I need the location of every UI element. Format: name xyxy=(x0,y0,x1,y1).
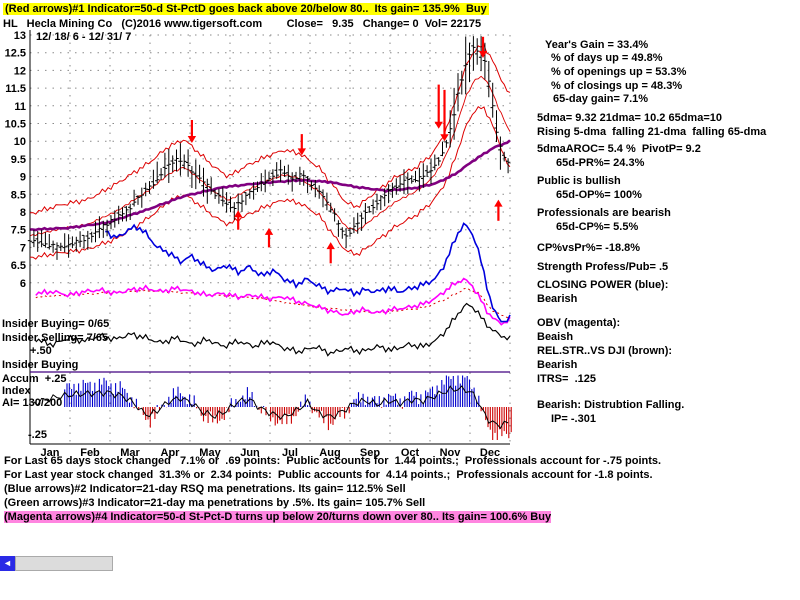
closing-power-header: CLOSING POWER (blue): xyxy=(537,279,669,291)
svg-text:Nov: Nov xyxy=(440,447,462,459)
stat-pct-openings-up: % of openings up = 53.3% xyxy=(551,66,687,78)
stat-strength-ratio: Strength Profess/Pub= .5 xyxy=(537,261,669,273)
rel-str-header: REL.STR..VS DJI (brown): xyxy=(537,345,673,357)
stat-pct-closings-up: % of closings up = 48.3% xyxy=(551,80,683,92)
svg-text:May: May xyxy=(199,447,221,459)
signal-banner-red-arrows: (Red arrows)#1 Indicator=50-d St-PctD go… xyxy=(3,3,489,15)
insider-buying-count: Insider Buying= 0/65 xyxy=(2,318,110,330)
insider-buying-label: Insider Buying xyxy=(2,359,79,371)
stat-65d-pr: 65d-PR%= 24.3% xyxy=(556,157,645,169)
svg-text:Aug: Aug xyxy=(319,447,340,459)
svg-text:Jun: Jun xyxy=(240,447,260,459)
svg-text:Feb: Feb xyxy=(80,447,100,459)
ticker-info-line: HL Hecla Mining Co (C)2016 www.tigersoft… xyxy=(3,18,482,30)
svg-text:8.5: 8.5 xyxy=(11,189,26,201)
svg-text:Jul: Jul xyxy=(282,447,298,459)
svg-text:6.5: 6.5 xyxy=(11,260,26,272)
svg-text:11: 11 xyxy=(14,101,26,113)
closing-power-status: Bearish xyxy=(537,293,578,305)
svg-text:8: 8 xyxy=(20,207,26,219)
stat-professionals: Professionals are bearish xyxy=(537,207,671,219)
stat-dma-trends: Rising 5-dma falling 21-dma falling 65-d… xyxy=(537,126,767,138)
index-label: Index xyxy=(2,385,31,397)
ai-value-label: AI= 130/200 xyxy=(2,397,63,409)
svg-text:7: 7 xyxy=(20,242,26,254)
h-scrollbar: ◄ xyxy=(0,556,113,572)
obv-header: OBV (magenta): xyxy=(537,317,621,329)
svg-text:Sep: Sep xyxy=(360,447,380,459)
rel-str-status: Bearish xyxy=(537,359,578,371)
scale-plus-50-label: +.50 xyxy=(30,345,52,357)
signal-green-arrows: (Green arrows)#3 Indicator=21-day ma pen… xyxy=(4,497,426,509)
signal-magenta-text: (Magenta arrows)#4 Indicator=50-d St-Pct… xyxy=(4,511,552,523)
svg-text:9: 9 xyxy=(20,172,26,184)
stat-aroc-pivot: 5dmaAROC= 5.4 % PivotP= 9.2 xyxy=(537,143,701,155)
scrollbar-track[interactable] xyxy=(15,556,113,571)
stat-public-bullish: Public is bullish xyxy=(537,175,621,187)
insider-selling-count: Insider Selling= 7/65 xyxy=(2,332,109,344)
summary-last-year: For Last year stock changed 31.3% or 2.3… xyxy=(4,469,653,481)
svg-text:12: 12 xyxy=(14,65,26,77)
signal-blue-arrows: (Blue arrows)#2 Indicator=21-day RSQ ma … xyxy=(4,483,406,495)
svg-text:Jan: Jan xyxy=(41,447,60,459)
signal-magenta-arrows: (Magenta arrows)#4 Indicator=50-d St-Pct… xyxy=(4,511,552,523)
stat-65d-cp: 65d-CP%= 5.5% xyxy=(556,221,639,233)
ip-value: IP= -.301 xyxy=(551,413,596,425)
stat-dma-values: 5dma= 9.32 21dma= 10.2 65dma=10 xyxy=(537,112,722,124)
scale-minus-25-label: -.25 xyxy=(28,429,47,441)
signal-banner-text: (Red arrows)#1 Indicator=50-d St-PctD go… xyxy=(3,3,489,15)
stat-cp-vs-pr: CP%vsPr%= -18.8% xyxy=(537,242,641,254)
svg-text:10: 10 xyxy=(14,136,26,148)
obv-status: Beaish xyxy=(537,331,574,343)
stat-pct-days-up: % of days up = 49.8% xyxy=(551,52,663,64)
svg-text:6: 6 xyxy=(20,278,26,290)
stat-years-gain: Year's Gain = 33.4% xyxy=(545,39,649,51)
distribution-status: Bearish: Distrubtion Falling. xyxy=(537,399,685,411)
svg-text:13: 13 xyxy=(14,30,26,42)
summary-65-days: For Last 65 days stock changed 7.1% or .… xyxy=(4,455,662,467)
stat-65day-gain: 65-day gain= 7.1% xyxy=(553,93,649,105)
svg-text:12.5: 12.5 xyxy=(5,48,26,60)
svg-text:7.5: 7.5 xyxy=(11,225,26,237)
scroll-left-button[interactable]: ◄ xyxy=(0,556,15,571)
accum-plus-25-label: Accum +.25 xyxy=(2,373,67,385)
svg-text:Mar: Mar xyxy=(120,447,140,459)
svg-text:10.5: 10.5 xyxy=(5,119,26,131)
svg-text:9.5: 9.5 xyxy=(11,154,26,166)
stat-65d-op: 65d-OP%= 100% xyxy=(556,189,642,201)
svg-text:Oct: Oct xyxy=(401,447,420,459)
svg-text:Dec: Dec xyxy=(480,447,500,459)
svg-text:11.5: 11.5 xyxy=(5,83,26,95)
itrs-value: ITRS= .125 xyxy=(537,373,597,385)
date-range: 12/ 18/ 6 - 12/ 31/ 7 xyxy=(36,31,132,43)
svg-text:Apr: Apr xyxy=(161,447,181,459)
